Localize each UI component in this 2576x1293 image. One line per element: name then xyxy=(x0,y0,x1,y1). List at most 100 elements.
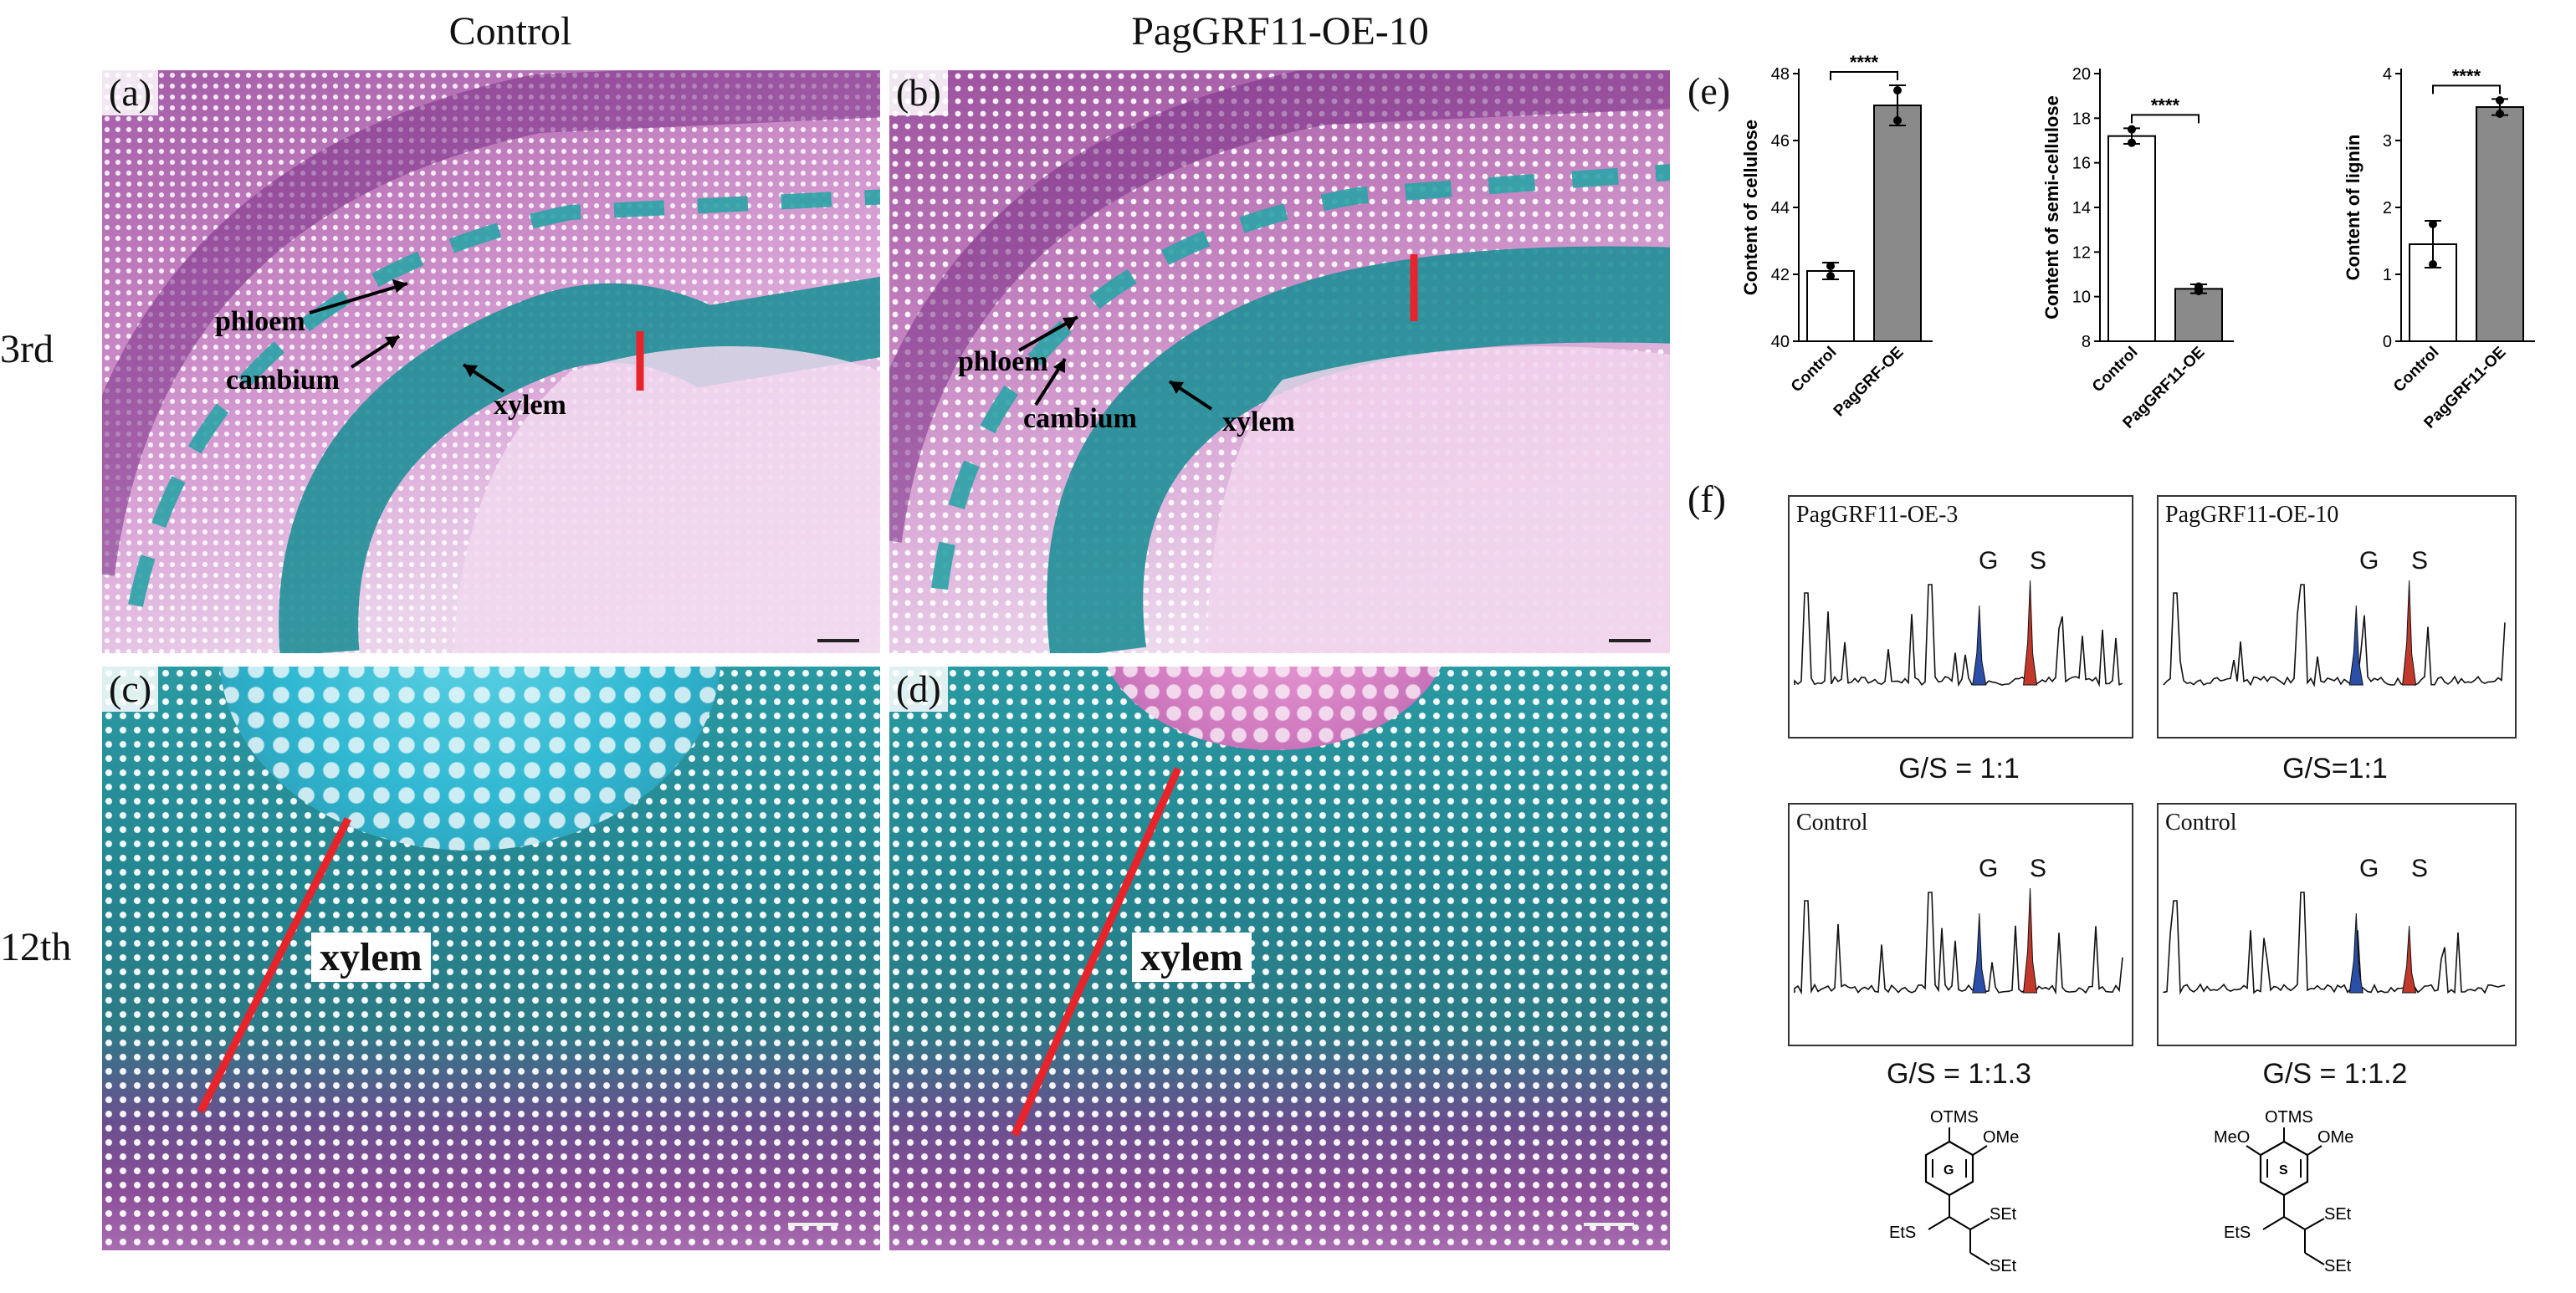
bar-control xyxy=(2107,135,2156,342)
chromatogram-control-1: Control G S xyxy=(1788,803,2133,1046)
gs-ratio: G/S = 1:1.3 xyxy=(1887,1058,2031,1090)
y-tick-label: 20 xyxy=(2072,65,2091,84)
panel-label-e: (e) xyxy=(1687,69,1731,112)
peak-label-g: G xyxy=(2359,855,2379,882)
chromatogram-oe3: PagGRF11-OE-3 G S xyxy=(1788,495,2133,738)
significance-bracket xyxy=(2432,84,2501,95)
scale-bar-c xyxy=(788,1223,838,1226)
row-label-3rd: 3rd xyxy=(0,327,54,371)
y-tick-label: 46 xyxy=(1771,132,1790,151)
column-title-control: Control xyxy=(448,9,572,54)
significance-bracket xyxy=(1830,71,1898,80)
y-tick-label: 18 xyxy=(2072,110,2091,128)
category-label: Control xyxy=(1788,344,1841,396)
category-label: Control xyxy=(2089,344,2142,396)
significance-bracket xyxy=(2131,114,2200,124)
structure-label-ome: OMe xyxy=(2317,1128,2353,1147)
chromatogram-title: Control xyxy=(1796,810,1868,836)
label-phloem-a: phloem xyxy=(215,306,305,337)
trace-line xyxy=(2163,892,2506,995)
peak-label-s: S xyxy=(2411,547,2429,575)
panel-label-f: (f) xyxy=(1687,478,1726,520)
y-axis-label: Content of lignin xyxy=(2343,135,2363,281)
s-peak xyxy=(2402,925,2417,994)
significance-label: **** xyxy=(2452,65,2481,86)
peak-label-s: S xyxy=(2411,855,2429,882)
structure-label-set-2: SEt xyxy=(1990,1257,2017,1275)
label-phloem-b: phloem xyxy=(958,346,1048,377)
trace-line xyxy=(1794,584,2123,687)
micrograph-b-overlay xyxy=(889,70,1670,653)
micrograph-d-overlay xyxy=(1011,767,1182,1137)
data-point xyxy=(2128,138,2136,147)
chromatogram-control-2: Control G S xyxy=(2157,803,2517,1046)
significance-label: **** xyxy=(1850,52,1879,73)
micrograph-a: (a) phloem cambium xylem xyxy=(102,70,880,653)
micrograph-b: (b) phloem cambium xylem xyxy=(889,70,1670,653)
column-title-oe: PagGRF11-OE-10 xyxy=(1131,9,1429,54)
category-label: Control xyxy=(2390,344,2443,396)
s-peak xyxy=(2402,580,2417,686)
data-point xyxy=(1826,262,1835,270)
micrograph-c: (c) xylem xyxy=(102,667,880,1250)
label-xylem-d: xylem xyxy=(1132,933,1252,982)
peak-label-g: G xyxy=(2359,547,2379,575)
label-xylem-c: xylem xyxy=(311,933,431,982)
g-peak xyxy=(1972,912,1987,994)
panel-label-b: (b) xyxy=(889,70,948,115)
s-peak xyxy=(2022,580,2038,686)
data-point xyxy=(1826,272,1835,280)
panel-label-c: (c) xyxy=(102,667,159,712)
structure-label-ome: OMe xyxy=(1983,1128,2019,1147)
label-cambium-a: cambium xyxy=(226,365,340,396)
g-peak xyxy=(2348,605,2363,686)
s-peak xyxy=(2022,887,2038,994)
panel-label-d: (d) xyxy=(889,667,948,712)
micrograph-d: (d) xylem xyxy=(889,667,1670,1250)
chromatogram-title: PagGRF11-OE-3 xyxy=(1796,502,1959,528)
row-label-12th: 12th xyxy=(0,925,72,969)
data-point xyxy=(1893,86,1902,95)
structure-label-meo: MeO xyxy=(2214,1128,2250,1147)
bar-paggrf-oe xyxy=(1873,105,1922,342)
y-tick-label: 4 xyxy=(2383,65,2392,84)
structure-label-otms: OTMS xyxy=(2265,1108,2313,1127)
data-point xyxy=(2496,96,2504,105)
bar-paggrf11-oe xyxy=(2476,106,2524,342)
chromatogram-trace xyxy=(1794,887,2123,995)
chromatogram-oe10: PagGRF11-OE-10 G S xyxy=(2157,495,2517,738)
gs-ratio: G/S=1:1 xyxy=(2282,753,2388,784)
category-label: PagGRF-OE xyxy=(1831,344,1908,421)
trace-line xyxy=(2163,584,2506,687)
gs-ratio: G/S = 1:1 xyxy=(1898,753,2020,784)
y-tick-label: 42 xyxy=(1771,266,1790,284)
data-point xyxy=(2429,260,2437,268)
scale-bar-d xyxy=(1584,1223,1634,1226)
chromatogram-title: PagGRF11-OE-10 xyxy=(2165,502,2339,528)
y-tick-label: 40 xyxy=(1771,333,1790,351)
chromatogram-title: Control xyxy=(2165,810,2237,836)
ring-label-s: S xyxy=(2279,1163,2288,1178)
data-point xyxy=(1893,116,1902,125)
panel-label-a: (a) xyxy=(102,70,159,115)
scale-bar-b xyxy=(1609,639,1651,642)
structure-label-set-2: SEt xyxy=(2324,1257,2352,1275)
label-xylem-b: xylem xyxy=(1222,406,1295,437)
data-point xyxy=(2194,282,2203,291)
peak-label-s: S xyxy=(2030,547,2047,575)
structure-label-set-1: SEt xyxy=(2324,1205,2352,1224)
y-tick-label: 44 xyxy=(1771,199,1790,217)
structure-guaiacyl: OTMS G OMe EtS SEt SEt xyxy=(1889,1108,2019,1275)
bar-paggrf11-oe xyxy=(2174,288,2223,343)
xylem-width-marker-d xyxy=(1011,767,1182,1137)
y-axis-label: Content of semi-cellulose xyxy=(2041,95,2062,319)
bar-control xyxy=(1806,270,1855,342)
data-point xyxy=(2496,110,2504,118)
trace-line xyxy=(1794,892,2123,995)
peak-label-g: G xyxy=(1979,547,1999,575)
chromatogram-trace xyxy=(1794,580,2123,687)
xylem-width-marker-c xyxy=(197,816,352,1114)
data-point xyxy=(2128,125,2136,134)
y-tick-label: 2 xyxy=(2383,199,2392,217)
